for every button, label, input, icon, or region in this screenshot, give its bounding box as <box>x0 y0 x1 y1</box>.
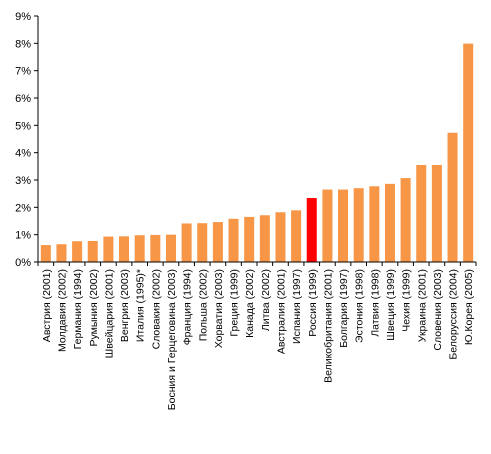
x-tick-label: Швейцария (2001) <box>103 269 115 358</box>
x-tick-label: Румыния (2002) <box>88 269 100 347</box>
bar-series <box>40 43 474 262</box>
x-tick-label: Чехия (1999) <box>401 269 413 332</box>
y-tick-label: 8% <box>15 38 31 50</box>
x-tick-label: Польша (2002) <box>197 269 209 341</box>
x-tick-label: Словения (2003) <box>432 269 444 351</box>
x-tick-label: Франция (1994) <box>182 269 194 345</box>
axes <box>37 16 477 266</box>
x-tick-label: Эстония (1998) <box>354 269 366 343</box>
bar-3 <box>87 240 98 262</box>
bar-19 <box>338 189 349 262</box>
bar-18 <box>322 189 333 262</box>
bar-26 <box>447 132 458 262</box>
bar-15 <box>275 212 286 262</box>
y-tick-label: 9% <box>15 11 31 23</box>
x-tick-label: Ю.Корея (2005) <box>463 269 475 345</box>
bar-22 <box>384 183 395 262</box>
y-tick-label: 1% <box>15 230 31 242</box>
x-tick-label: Канада (2002) <box>244 269 256 338</box>
x-tick-label: Молдавия (2002) <box>56 269 68 352</box>
x-tick-label: Австрия (2001) <box>41 269 53 342</box>
bar-1 <box>56 244 67 262</box>
bar-23 <box>400 178 411 262</box>
x-tick-label: Белоруссия (2004) <box>448 269 460 360</box>
bar-7 <box>150 234 161 262</box>
x-tick-label: Венгрия (2003) <box>119 269 131 342</box>
bar-14 <box>259 215 270 262</box>
bar-2 <box>72 241 83 262</box>
bar-16 <box>291 210 302 262</box>
bar-27 <box>463 43 474 262</box>
x-tick-label: Болгария (1997) <box>338 269 350 348</box>
x-tick-label: Россия (1999) <box>307 269 319 337</box>
bar-11 <box>212 222 223 262</box>
x-tick-label: Италия (1995)* <box>135 269 147 342</box>
x-tick-label: Германия (1994) <box>72 269 84 349</box>
x-tick-label: Великобритания (2001) <box>322 269 334 383</box>
y-tick-label: 0% <box>15 257 31 269</box>
bar-24 <box>416 164 427 262</box>
x-tick-label: Греция (1999) <box>229 269 241 337</box>
bar-20 <box>353 188 364 262</box>
x-tick-label: Литва (2002) <box>260 269 272 331</box>
x-tick-label: Босния и Герцеговина (2003) <box>166 269 178 410</box>
y-tick-label: 7% <box>15 66 31 78</box>
y-tick-label: 3% <box>15 175 31 187</box>
x-tick-label: Австралия (2001) <box>275 269 287 354</box>
x-tick-label: Хорватия (2003) <box>213 269 225 348</box>
bar-17 <box>306 198 317 262</box>
bar-5 <box>119 236 130 262</box>
y-axis: 0% 1% 2% 3% 4% 5% 6% 7% 8% 9% <box>15 11 38 269</box>
x-tick-label: Латвия (1998) <box>369 269 381 337</box>
bar-9 <box>181 223 192 262</box>
x-tick-label: Украина (2001) <box>416 269 428 342</box>
bar-10 <box>197 223 208 262</box>
y-tick-label: 2% <box>15 202 31 214</box>
bar-8 <box>165 234 176 262</box>
y-tick-label: 4% <box>15 148 31 160</box>
x-tick-label: Швеция (1999) <box>385 269 397 341</box>
bar-4 <box>103 236 114 262</box>
bar-6 <box>134 235 145 262</box>
bar-0 <box>40 245 51 262</box>
x-tick-label: Испания (1997) <box>291 269 303 344</box>
bar-21 <box>369 186 380 262</box>
bar-12 <box>228 218 239 262</box>
bar-25 <box>431 164 442 262</box>
x-tick-label: Словакия (2002) <box>150 269 162 349</box>
y-tick-label: 5% <box>15 120 31 132</box>
bar-13 <box>244 216 255 262</box>
x-axis-labels: Австрия (2001) Молдавия (2002) Германия (1… <box>41 269 475 410</box>
y-tick-label: 6% <box>15 93 31 105</box>
